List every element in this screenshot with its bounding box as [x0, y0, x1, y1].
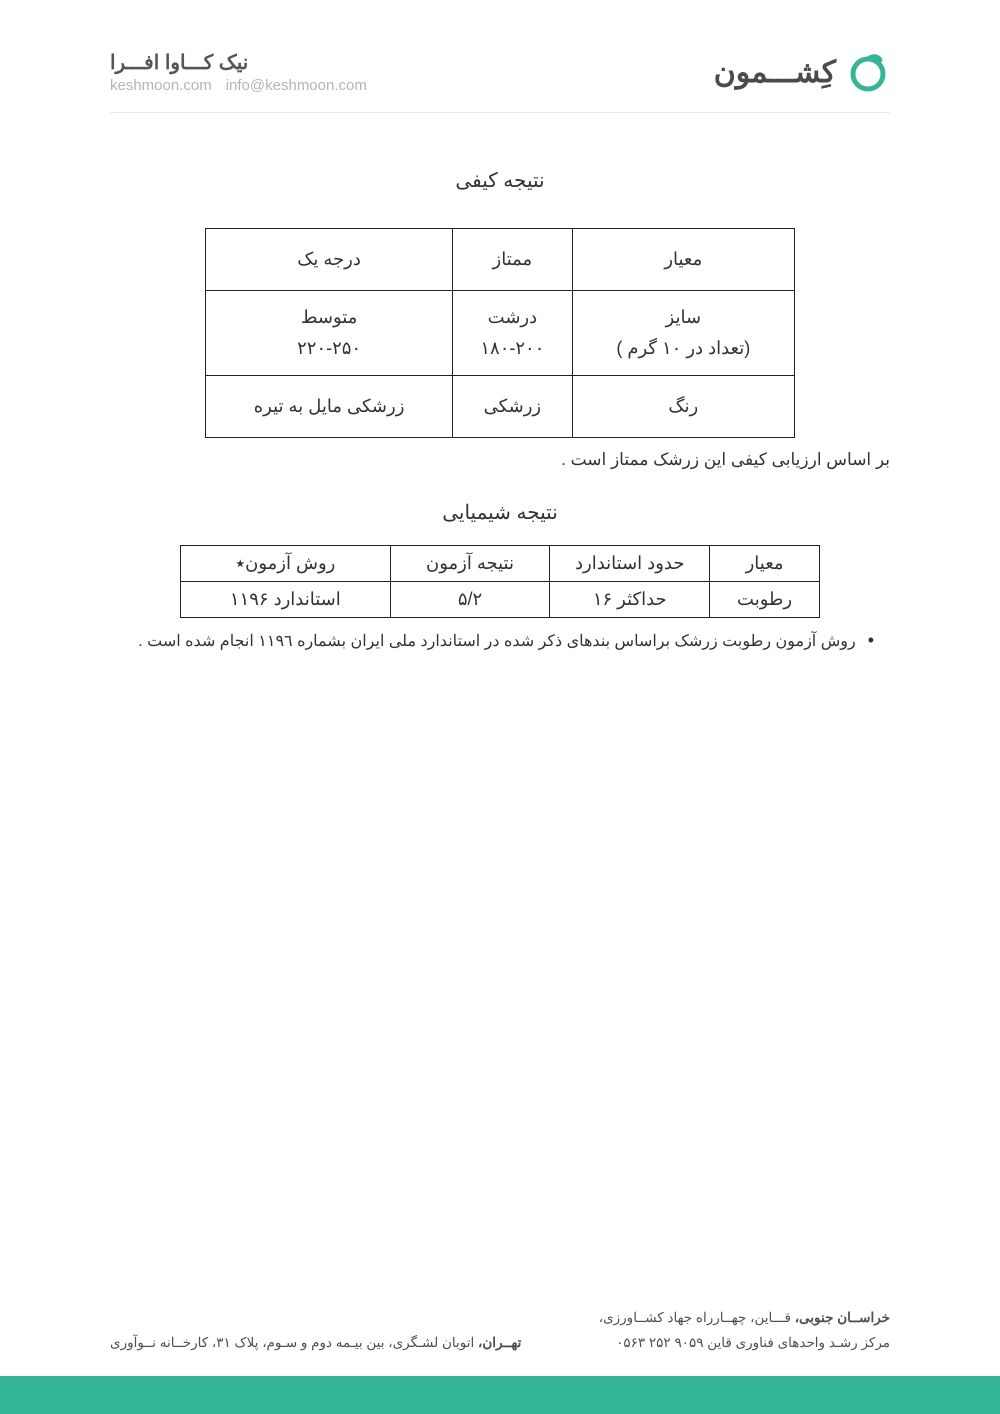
- chem-header-result: نتیجه آزمون: [390, 546, 550, 582]
- chem-header-criteria: معیار: [710, 546, 820, 582]
- quality-header-criteria: معیار: [572, 229, 794, 291]
- quality-cell: سایز (تعداد در ۱۰ گرم ): [572, 291, 794, 376]
- company-block: نیک کـــاوا افـــرا keshmoon.com info@kes…: [110, 50, 381, 94]
- contact-line: keshmoon.com info@keshmoon.com: [110, 77, 381, 94]
- chem-cell: ۵/۲: [390, 582, 550, 618]
- page-header: کِشـــمون نیک کـــاوا افـــرا keshmoon.c…: [110, 50, 890, 113]
- cell-line: ۱۸۰-۲۰۰: [461, 338, 563, 359]
- quality-header-premium: ممتاز: [453, 229, 572, 291]
- footer-address1-rest: قـــاین، چهــارراه جهاد کشــاورزی،: [599, 1310, 791, 1325]
- cell-line: (تعداد در ۱۰ گرم ): [581, 338, 786, 359]
- brand-name: کِشـــمون: [714, 55, 836, 90]
- page-footer: خراســان جنوبی، قـــاین، چهــارراه جهاد …: [0, 1305, 1000, 1414]
- footer-bar: [0, 1376, 1000, 1414]
- footer-address1-bold: خراســان جنوبی،: [795, 1310, 890, 1325]
- section-quality-title: نتیجه کیفی: [110, 168, 890, 193]
- quality-cell: رنگ: [572, 376, 794, 438]
- chem-cell: حداکثر ۱۶: [550, 582, 710, 618]
- chem-cell: رطوبت: [710, 582, 820, 618]
- footer-address-secondary: تهــران، اتوبان لشـگری، بین بیـمه دوم و …: [110, 1330, 521, 1356]
- brand-block: کِشـــمون: [714, 50, 890, 94]
- table-row: رنگ زرشکی زرشکی مایل به تیره: [206, 376, 795, 438]
- table-row: رطوبت حداکثر ۱۶ ۵/۲ استاندارد ۱۱۹۶: [181, 582, 820, 618]
- quality-cell: زرشکی مایل به تیره: [206, 376, 453, 438]
- company-name: نیک کـــاوا افـــرا: [110, 50, 381, 75]
- footer-address1-line2: مرکز رشـد واحدهای فناوری قاین ۹۰۵۹ ۲۵۲ ۰…: [616, 1335, 890, 1350]
- table-row: معیار ممتاز درجه یک: [206, 229, 795, 291]
- table-row: معیار حدود استاندارد نتیجه آزمون روش آزم…: [181, 546, 820, 582]
- section-chemical-title: نتیجه شیمیایی: [110, 500, 890, 525]
- quality-summary-note: بر اساس ارزیابی کیفی این زرشک ممتاز است …: [110, 450, 890, 470]
- quality-table: معیار ممتاز درجه یک سایز (تعداد در ۱۰ گر…: [205, 228, 795, 438]
- quality-cell: متوسط ۲۲۰-۲۵۰: [206, 291, 453, 376]
- chemical-table: معیار حدود استاندارد نتیجه آزمون روش آزم…: [180, 545, 820, 618]
- chem-header-method: روش آزمون٭: [181, 546, 391, 582]
- footer-address2-rest: اتوبان لشـگری، بین بیـمه دوم و سـوم، پلا…: [110, 1335, 474, 1350]
- chem-header-standard: حدود استاندارد: [550, 546, 710, 582]
- footer-address-primary: خراســان جنوبی، قـــاین، چهــارراه جهاد …: [599, 1305, 890, 1356]
- chemical-method-note: روش آزمون رطوبت زرشک براساس بندهای ذکر ش…: [110, 630, 890, 651]
- table-row: سایز (تعداد در ۱۰ گرم ) درشت ۱۸۰-۲۰۰ متو…: [206, 291, 795, 376]
- quality-header-grade1: درجه یک: [206, 229, 453, 291]
- cell-line: متوسط: [214, 307, 444, 328]
- cell-line: ۲۲۰-۲۵۰: [214, 338, 444, 359]
- quality-cell: زرشکی: [453, 376, 572, 438]
- brand-logo-icon: [846, 50, 890, 94]
- website-text: keshmoon.com: [110, 77, 212, 94]
- footer-address2-bold: تهــران،: [478, 1335, 521, 1350]
- quality-cell: درشت ۱۸۰-۲۰۰: [453, 291, 572, 376]
- cell-line: سایز: [581, 307, 786, 328]
- footer-addresses: خراســان جنوبی، قـــاین، چهــارراه جهاد …: [0, 1305, 1000, 1376]
- email-text: info@keshmoon.com: [226, 77, 367, 94]
- chem-cell: استاندارد ۱۱۹۶: [181, 582, 391, 618]
- cell-line: درشت: [461, 307, 563, 328]
